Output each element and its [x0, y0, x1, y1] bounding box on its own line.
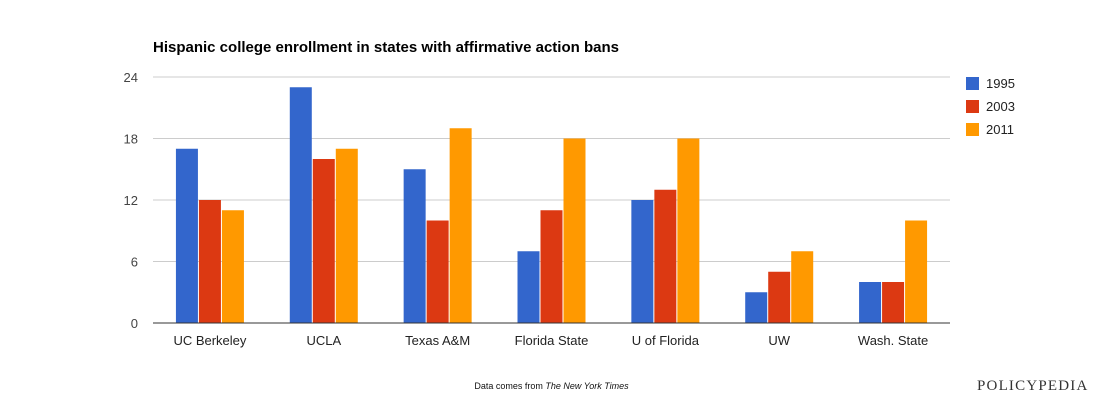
legend-label: 1995 [986, 76, 1015, 91]
bar-1995 [517, 251, 540, 323]
policypedia-logo: POLICYPEDIA [977, 378, 1089, 394]
legend-swatch [966, 123, 979, 136]
bar-2003 [768, 271, 791, 323]
x-tick-label: UW [768, 333, 790, 348]
bar-2011 [449, 128, 472, 323]
bar-2011 [791, 251, 814, 323]
bar-1995 [289, 87, 312, 323]
x-tick-label: UC Berkeley [173, 333, 246, 348]
bar-2011 [335, 148, 358, 323]
x-tick-label: UCLA [306, 333, 341, 348]
legend-label: 2011 [986, 122, 1014, 137]
y-tick-label: 12 [124, 193, 138, 208]
bar-1995 [175, 148, 198, 323]
bar-2003 [426, 220, 449, 323]
y-axis-ticks: 0 6 12 18 24 [124, 70, 138, 331]
bar-1995 [631, 200, 654, 323]
y-tick-label: 0 [131, 316, 138, 331]
source-prefix: Data comes from [474, 381, 546, 391]
x-tick-label: Texas A&M [405, 333, 470, 348]
y-tick-label: 18 [124, 132, 138, 147]
legend: 1995 2003 2011 [966, 76, 1015, 137]
bar-2003 [198, 200, 221, 323]
bar-1995 [859, 282, 882, 323]
bar-1995 [745, 292, 768, 323]
bar-2003 [540, 210, 563, 323]
source-name: The New York Times [545, 381, 629, 391]
bar-2011 [563, 138, 586, 323]
chart-title: Hispanic college enrollment in states wi… [153, 39, 619, 56]
x-tick-label: U of Florida [632, 333, 700, 348]
bar-2003 [882, 282, 905, 323]
bar-1995 [403, 169, 426, 323]
bar-2011 [221, 210, 244, 323]
source-note: Data comes from The New York Times [0, 381, 1103, 391]
bar-2011 [905, 220, 928, 323]
bar-2003 [654, 189, 677, 323]
bars [175, 87, 928, 323]
legend-label: 2003 [986, 99, 1015, 114]
bar-2011 [677, 138, 700, 323]
x-axis-labels: UC Berkeley UCLA Texas A&M Florida State U o… [173, 333, 928, 348]
y-tick-label: 24 [124, 70, 138, 85]
x-tick-label: Florida State [515, 333, 589, 348]
bar-2003 [312, 159, 335, 323]
legend-swatch [966, 77, 979, 90]
x-tick-label: Wash. State [858, 333, 928, 348]
y-tick-label: 6 [131, 255, 138, 270]
legend-swatch [966, 100, 979, 113]
